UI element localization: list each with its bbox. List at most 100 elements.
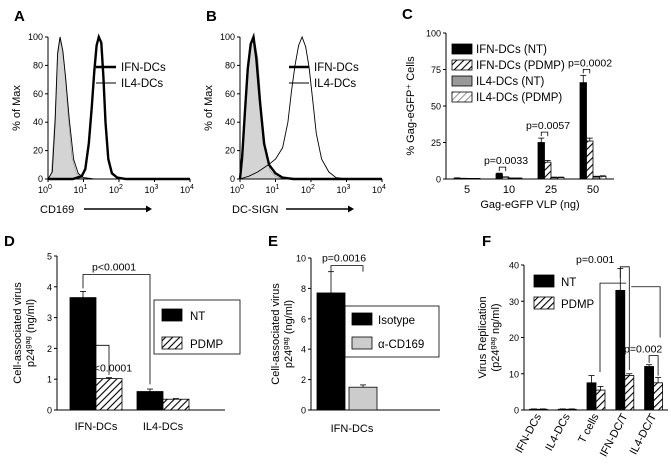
bar-1-3 <box>624 375 635 411</box>
x-tick-base: 10 <box>145 185 155 195</box>
significance-bracket <box>330 265 364 272</box>
panel-label: B <box>206 8 217 25</box>
panel-label: E <box>268 233 278 250</box>
x-axis-label: Gag-eGFP VLP (ng) <box>480 199 579 211</box>
bar-1-3 <box>586 140 594 180</box>
legend-label: Isotype <box>378 315 415 327</box>
legend-swatch <box>451 91 473 103</box>
y-tick-label: 30 <box>509 297 519 307</box>
y-tick-label: 2 <box>301 375 306 385</box>
x-category-label: T cells <box>576 411 602 445</box>
x-tick-label: 100 <box>230 184 244 195</box>
histogram-line-il4-dcs <box>239 35 382 180</box>
panel-e: E 0 2 4 6 8 10 Cell-associated virus p24gag (ng/… <box>268 233 440 435</box>
legend-label: IFN-DCs (PDMP) <box>476 60 565 72</box>
significance-bracket <box>599 282 627 372</box>
bar-0-1 <box>136 391 164 411</box>
y-label-superscript: gag <box>488 337 497 350</box>
y-tick-label: 0 <box>514 406 519 416</box>
y-tick-label: 8 <box>301 284 306 294</box>
y-tick-label: 1 <box>47 375 52 385</box>
significance-bracket-inner <box>86 305 110 375</box>
histogram-line-ifn-dcs <box>48 33 190 181</box>
p-value-label: p=0.001 <box>576 254 614 266</box>
x-axis-label: DC-SIGN <box>232 204 279 216</box>
x-tick-exponent: 3 <box>347 184 351 191</box>
x-tick-base: 10 <box>337 185 347 195</box>
panel-label: A <box>14 8 25 25</box>
bar-0-1 <box>495 173 503 180</box>
significance-bracket <box>619 266 630 371</box>
p-value-label: p=0.0033 <box>484 155 528 167</box>
significance-bracket <box>540 131 549 137</box>
x-tick-exponent: 2 <box>119 184 123 191</box>
bar-1-1 <box>502 176 510 180</box>
x-tick-exponent: 0 <box>48 184 52 191</box>
y-tick-label: 20 <box>225 146 235 156</box>
x-category-label: 10 <box>503 184 515 196</box>
panel-d: D 0 1 2 3 4 5 Cell-associated virus p24gag (ng/m… <box>4 233 241 433</box>
x-tick-base: 10 <box>301 185 311 195</box>
bar-1-0 <box>538 408 548 411</box>
y-tick-label: 10 <box>509 369 519 379</box>
y-axis-label-line2: p24gag (ng/ml) <box>23 299 37 367</box>
y-tick-label: 6 <box>301 314 306 324</box>
bar-1-0 <box>95 378 123 411</box>
p-value-label: p=0.0016 <box>322 253 366 265</box>
legend-label: IL4-DCs <box>314 78 356 90</box>
bar-0-3 <box>579 82 587 180</box>
y-tick-label: 5 <box>47 252 52 262</box>
x-tick-base: 10 <box>38 185 48 195</box>
bar-0-2 <box>537 142 545 180</box>
x-arrow-head <box>146 205 152 213</box>
bar-2-2 <box>550 177 558 180</box>
x-axis-label: CD169 <box>40 204 74 216</box>
legend-label: NT <box>561 277 576 289</box>
p-value-label: p<0.0001 <box>88 363 132 375</box>
bar-3-3 <box>599 175 607 180</box>
p-value-label: p=0.0002 <box>568 57 612 69</box>
x-category-label: IL4-DCs <box>143 421 184 433</box>
bar-0-4 <box>644 366 654 411</box>
significance-bracket <box>648 355 659 376</box>
y-tick-label: 60 <box>33 89 43 99</box>
y-tick-label: 0 <box>301 406 306 416</box>
y-label-p24: p24 <box>25 349 37 367</box>
x-category-label: 50 <box>587 184 599 196</box>
y-label-superscript: gag <box>281 337 290 350</box>
x-category-label: IFN-DCs <box>331 423 374 435</box>
legend-swatch <box>451 75 473 87</box>
legend-label: NT <box>190 311 205 323</box>
bar-0-0 <box>529 408 539 411</box>
x-tick-exponent: 3 <box>155 184 159 191</box>
x-category-label: 25 <box>545 184 557 196</box>
y-tick-label: 75 <box>431 65 441 75</box>
y-label-unit: (ng/ml) <box>25 299 37 336</box>
y-tick-label: 100 <box>220 32 235 42</box>
x-tick-label: 100 <box>38 184 52 195</box>
legend-label: IL4-DCs (PDMP) <box>476 92 562 104</box>
y-axis-label-line2: (p24gag ng/ml) <box>488 303 502 371</box>
significance-bracket <box>498 166 507 172</box>
legend-swatch <box>451 43 473 55</box>
x-category-label: IFN-DC/T <box>598 412 631 459</box>
significance-bracket <box>582 68 591 74</box>
legend-box <box>153 299 241 355</box>
y-axis-label: % of Max <box>203 85 215 131</box>
x-tick-label: 103 <box>337 184 351 195</box>
legend-label: IFN-DCs (NT) <box>476 44 547 56</box>
x-tick-base: 10 <box>372 185 382 195</box>
y-tick-label: 20 <box>33 146 43 156</box>
y-tick-label: 40 <box>33 117 43 127</box>
bar-3-1 <box>515 177 523 180</box>
bar-1-4 <box>653 382 663 411</box>
legend-swatch <box>161 336 183 350</box>
significance-bracket <box>631 286 661 338</box>
bar-1-2 <box>544 161 552 180</box>
y-axis-label-line1: Virus Replication <box>477 296 489 378</box>
y-tick-label: 60 <box>225 89 235 99</box>
y-axis-label-line1: Cell-associated virus <box>270 283 282 385</box>
panel-c: C 0 25 50 75 100 % Gag-eGFP⁺ Cells 5 10 25 50 Gag-e… <box>402 6 614 211</box>
